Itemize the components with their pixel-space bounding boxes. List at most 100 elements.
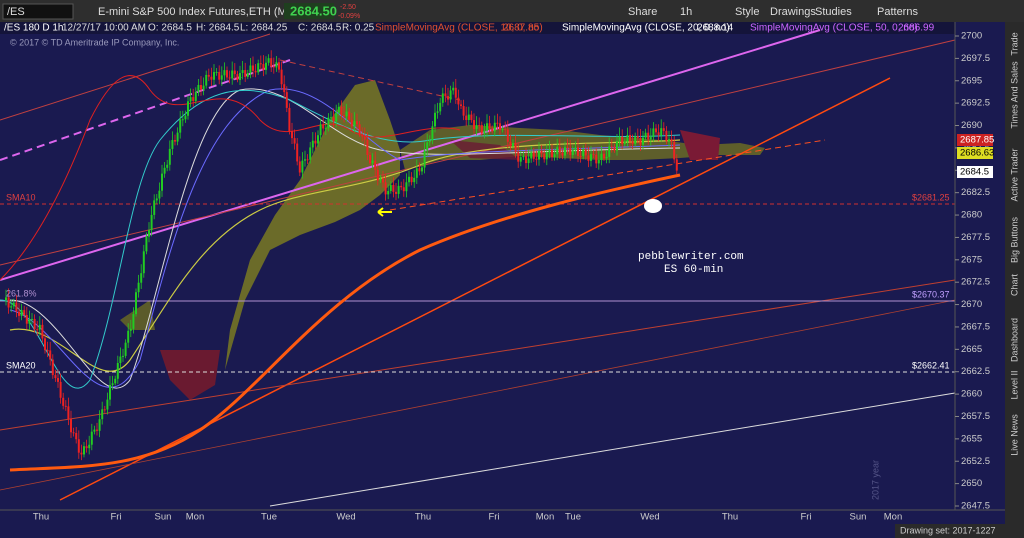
price-label: 2682.5 xyxy=(961,187,990,198)
candle-body xyxy=(330,117,332,119)
candle-body xyxy=(675,159,678,171)
candle-body xyxy=(174,140,176,142)
candle-body xyxy=(569,148,572,156)
candle-body xyxy=(395,191,397,194)
candle-body xyxy=(327,117,330,129)
sidebar-tab[interactable]: Chart xyxy=(1009,274,1019,297)
price-label: 2675 xyxy=(961,254,982,265)
candle-body xyxy=(465,115,468,120)
candle-body xyxy=(158,190,161,199)
candle-body xyxy=(166,164,169,168)
toolbar-button[interactable]: 1h xyxy=(680,6,692,18)
candle-body xyxy=(514,142,517,153)
candle-body xyxy=(415,168,418,178)
candle-body xyxy=(135,292,137,315)
candle-body xyxy=(249,65,252,74)
candle-body xyxy=(473,120,475,129)
candle-body xyxy=(504,129,507,131)
candle-body xyxy=(62,397,65,406)
candle-body xyxy=(75,433,78,440)
candle-body xyxy=(298,161,301,173)
candle-body xyxy=(28,319,31,324)
candle-body xyxy=(418,168,421,172)
candle-body xyxy=(324,128,327,130)
candle-body xyxy=(168,148,171,165)
sidebar-tab[interactable]: Big Buttons xyxy=(1009,216,1019,263)
candle-body xyxy=(70,419,72,433)
symbol-box[interactable] xyxy=(2,3,74,20)
candle-body xyxy=(506,129,509,142)
candle-body xyxy=(317,135,319,144)
candle-body xyxy=(618,136,621,142)
candle-body xyxy=(64,405,67,407)
toolbar-button[interactable]: Studies xyxy=(815,6,852,18)
candle-body xyxy=(101,409,104,420)
candle-body xyxy=(413,177,416,183)
toolbar-button[interactable]: Share xyxy=(628,6,657,18)
time-label: Thu xyxy=(33,512,49,523)
candle-body xyxy=(590,154,592,161)
candle-body xyxy=(496,122,499,124)
symbol[interactable]: /ES xyxy=(7,6,25,18)
time-axis xyxy=(0,510,1005,538)
candle-body xyxy=(626,135,629,142)
candle-body xyxy=(31,318,33,320)
time-label: Fri xyxy=(800,512,811,523)
candle-body xyxy=(171,140,174,149)
candle-body xyxy=(283,84,286,93)
time-label: Sun xyxy=(155,512,172,523)
candle-body xyxy=(629,135,631,142)
candle-body xyxy=(213,72,215,80)
last-price: 2684.50 xyxy=(290,3,337,18)
candle-body xyxy=(428,140,431,143)
candle-body xyxy=(153,200,156,215)
study-value: 2688.14 xyxy=(697,23,734,34)
annotation: 261.8% xyxy=(6,288,37,298)
candle-body xyxy=(270,58,273,67)
change: -2.50 xyxy=(340,4,356,11)
candle-body xyxy=(293,138,296,144)
drawing-set-box[interactable] xyxy=(895,524,1005,538)
candle-body xyxy=(306,159,309,161)
toolbar-button[interactable]: Patterns xyxy=(877,6,918,18)
candle-body xyxy=(491,128,494,132)
candle-body xyxy=(556,147,559,155)
time-label: Fri xyxy=(110,512,121,523)
price-label: 2665 xyxy=(961,344,982,355)
candle-body xyxy=(538,150,540,160)
candle-body xyxy=(499,123,501,130)
candle-body xyxy=(181,119,184,121)
sidebar-tab[interactable]: Trade xyxy=(1009,32,1019,55)
sidebar-tab[interactable]: Active Trader xyxy=(1009,148,1019,201)
candle-body xyxy=(548,149,551,153)
sidebar-tab[interactable]: Live News xyxy=(1009,414,1019,456)
candle-body xyxy=(600,153,603,161)
sidebar-tab[interactable]: Dashboard xyxy=(1009,318,1019,362)
candle-body xyxy=(67,406,70,420)
candle-body xyxy=(51,359,54,376)
candle-body xyxy=(574,147,577,151)
chart-area xyxy=(0,34,955,510)
candle-body xyxy=(657,132,660,136)
price-label: 2660 xyxy=(961,389,982,400)
drawing-set[interactable]: Drawing set: 2017-1227 xyxy=(900,525,996,535)
candle-body xyxy=(215,71,218,73)
candle-body xyxy=(436,111,439,113)
sidebar-tab[interactable]: Times And Sales xyxy=(1009,61,1019,129)
last-box xyxy=(284,3,334,19)
candle-body xyxy=(192,97,195,101)
toolbar-button[interactable]: Style xyxy=(735,6,759,18)
candle-body xyxy=(98,419,101,431)
sidebar-tab[interactable]: Level II xyxy=(1009,370,1019,399)
candle-body xyxy=(142,251,145,274)
candle-body xyxy=(457,97,460,105)
toolbar-button[interactable]: Drawings xyxy=(770,6,816,18)
candle-body xyxy=(301,160,304,173)
candle-body xyxy=(517,152,520,162)
candle-body xyxy=(236,74,239,80)
candle-body xyxy=(426,142,429,151)
candle-body xyxy=(597,160,600,164)
candle-body xyxy=(23,310,26,315)
candle-body xyxy=(309,147,312,160)
